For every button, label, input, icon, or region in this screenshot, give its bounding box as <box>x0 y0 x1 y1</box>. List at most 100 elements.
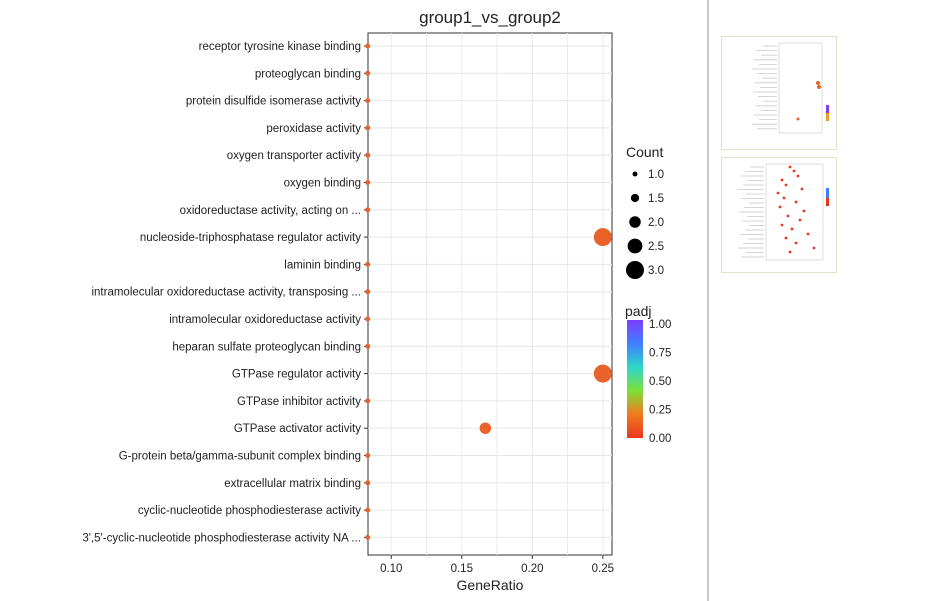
grid-lines <box>368 33 612 555</box>
thumbnail-2-point <box>778 205 782 209</box>
count-legend-label: 1.5 <box>648 193 664 205</box>
data-point <box>365 289 371 295</box>
y-tick-label: oxygen transporter activity <box>227 150 361 162</box>
thumbnail-2-colorbar <box>826 198 829 206</box>
y-tick-label: intramolecular oxidoreductase activity <box>169 314 361 326</box>
padj-legend-label: 0.25 <box>649 405 671 417</box>
x-tick-label: 0.25 <box>592 563 614 575</box>
thumbnail-2-point <box>790 227 794 231</box>
y-tick-label: oxygen binding <box>284 178 361 190</box>
data-point <box>365 180 371 185</box>
thumbnail-2-point <box>798 218 802 222</box>
thumbnail-2-lines <box>738 166 764 258</box>
y-tick-label: receptor tyrosine kinase binding <box>199 41 361 53</box>
panel-divider <box>707 0 709 601</box>
y-tick-label: extracellular matrix binding <box>224 478 361 490</box>
padj-legend-label: 0.50 <box>649 376 671 388</box>
thumbnail-2-point <box>784 183 788 187</box>
padj-legend-title: padj <box>625 303 651 319</box>
thumbnail-1-lines <box>752 45 777 130</box>
data-point <box>365 207 371 213</box>
count-legend-dot <box>630 193 640 203</box>
data-points <box>365 43 612 540</box>
x-tick-label: 0.10 <box>380 563 402 575</box>
y-tick-label: GTPase regulator activity <box>232 369 361 381</box>
data-point <box>365 125 371 131</box>
thumbnail-2-point <box>782 196 786 200</box>
thumbnail-1-point <box>817 85 821 89</box>
count-legend-dot <box>632 171 638 177</box>
count-legend-label: 2.0 <box>648 217 664 229</box>
padj-legend-label: 0.75 <box>649 348 671 360</box>
x-tick-label: 0.15 <box>451 563 473 575</box>
data-point <box>593 228 612 247</box>
padj-colorbar <box>627 320 643 438</box>
thumbnail-2-chart <box>738 163 829 261</box>
y-tick-label: protein disulfide isomerase activity <box>186 96 361 108</box>
thumbnail-2-point <box>794 200 798 204</box>
x-axis-ticks: 0.10 0.15 0.20 0.25 <box>380 555 614 575</box>
count-legend-label: 1.0 <box>648 169 664 181</box>
y-tick-label: nucleoside-triphosphatase regulator acti… <box>140 232 361 244</box>
y-tick-label: peroxidase activity <box>266 123 361 135</box>
x-axis-label: GeneRatio <box>457 577 524 593</box>
y-tick-label: 3',5'-cyclic-nucleotide phosphodiesteras… <box>82 532 361 544</box>
count-legend: Count 1.0 1.5 2.0 2.5 3.0 <box>626 144 664 279</box>
data-point <box>365 316 371 322</box>
data-point <box>365 152 371 158</box>
y-tick-label: G-protein beta/gamma-subunit complex bin… <box>119 451 361 463</box>
thumbnail-2-point <box>806 232 810 236</box>
thumbnail-2-point <box>788 250 792 254</box>
x-tick-label: 0.20 <box>521 563 543 575</box>
thumbnail-2-points <box>776 165 816 254</box>
y-axis-ticks: receptor tyrosine kinase binding proteogl… <box>82 41 368 544</box>
thumbnail-2-point <box>792 169 796 173</box>
thumbnail-2-point <box>812 246 816 250</box>
thumbnail-2-point <box>794 241 798 245</box>
thumbnail-2-point <box>796 174 800 178</box>
data-point <box>365 70 371 76</box>
thumbnail-2-colorbar <box>826 188 829 206</box>
thumbnail-2-point <box>784 236 788 240</box>
data-point <box>365 398 371 404</box>
thumbnail-2-point <box>800 187 804 191</box>
y-tick-label: intramolecular oxidoreductase activity, … <box>91 287 361 299</box>
y-tick-label: laminin binding <box>284 259 361 271</box>
count-legend-title: Count <box>626 144 663 160</box>
data-point <box>365 480 371 486</box>
thumbnail-2-point <box>788 165 792 169</box>
count-legend-label: 3.0 <box>648 265 664 277</box>
data-point <box>365 261 371 267</box>
data-point <box>365 534 371 540</box>
data-point <box>365 43 371 49</box>
chart-title: group1_vs_group2 <box>419 8 561 27</box>
go-enrichment-dot-plot: group1_vs_group2 receptor tyrosine kinas… <box>82 8 671 593</box>
thumbnail-2-point <box>802 209 806 213</box>
padj-legend-label: 1.00 <box>649 319 671 331</box>
y-tick-label: oxidoreductase activity, acting on ... <box>180 205 361 217</box>
data-point <box>593 364 612 383</box>
data-point <box>365 98 371 104</box>
count-legend-dot <box>629 216 641 228</box>
thumbnail-1-point <box>816 81 820 85</box>
thumbnail-2-point <box>780 178 784 182</box>
padj-legend-label: 0.00 <box>649 433 671 445</box>
padj-legend: padj 1.00 0.75 0.50 0.25 0.00 <box>625 303 671 445</box>
plot-panel <box>367 32 613 556</box>
y-tick-label: proteoglycan binding <box>255 68 361 80</box>
count-legend-label: 2.5 <box>648 241 664 253</box>
count-legend-dot <box>626 261 644 279</box>
data-point <box>365 343 371 349</box>
data-point <box>365 507 371 513</box>
thumbnail-2-point <box>780 223 784 227</box>
thumbnail-1-chart <box>752 42 829 134</box>
thumbnail-1[interactable] <box>721 36 837 150</box>
y-tick-label: cyclic-nucleotide phosphodiesterase acti… <box>138 505 361 517</box>
thumbnail-2[interactable] <box>721 157 837 273</box>
thumbnail-1-point <box>796 117 800 121</box>
thumbnail-2-point <box>786 214 790 218</box>
data-point <box>365 453 371 458</box>
data-point <box>479 422 492 434</box>
y-tick-label: GTPase inhibitor activity <box>237 396 361 408</box>
count-legend-dot <box>627 238 643 254</box>
